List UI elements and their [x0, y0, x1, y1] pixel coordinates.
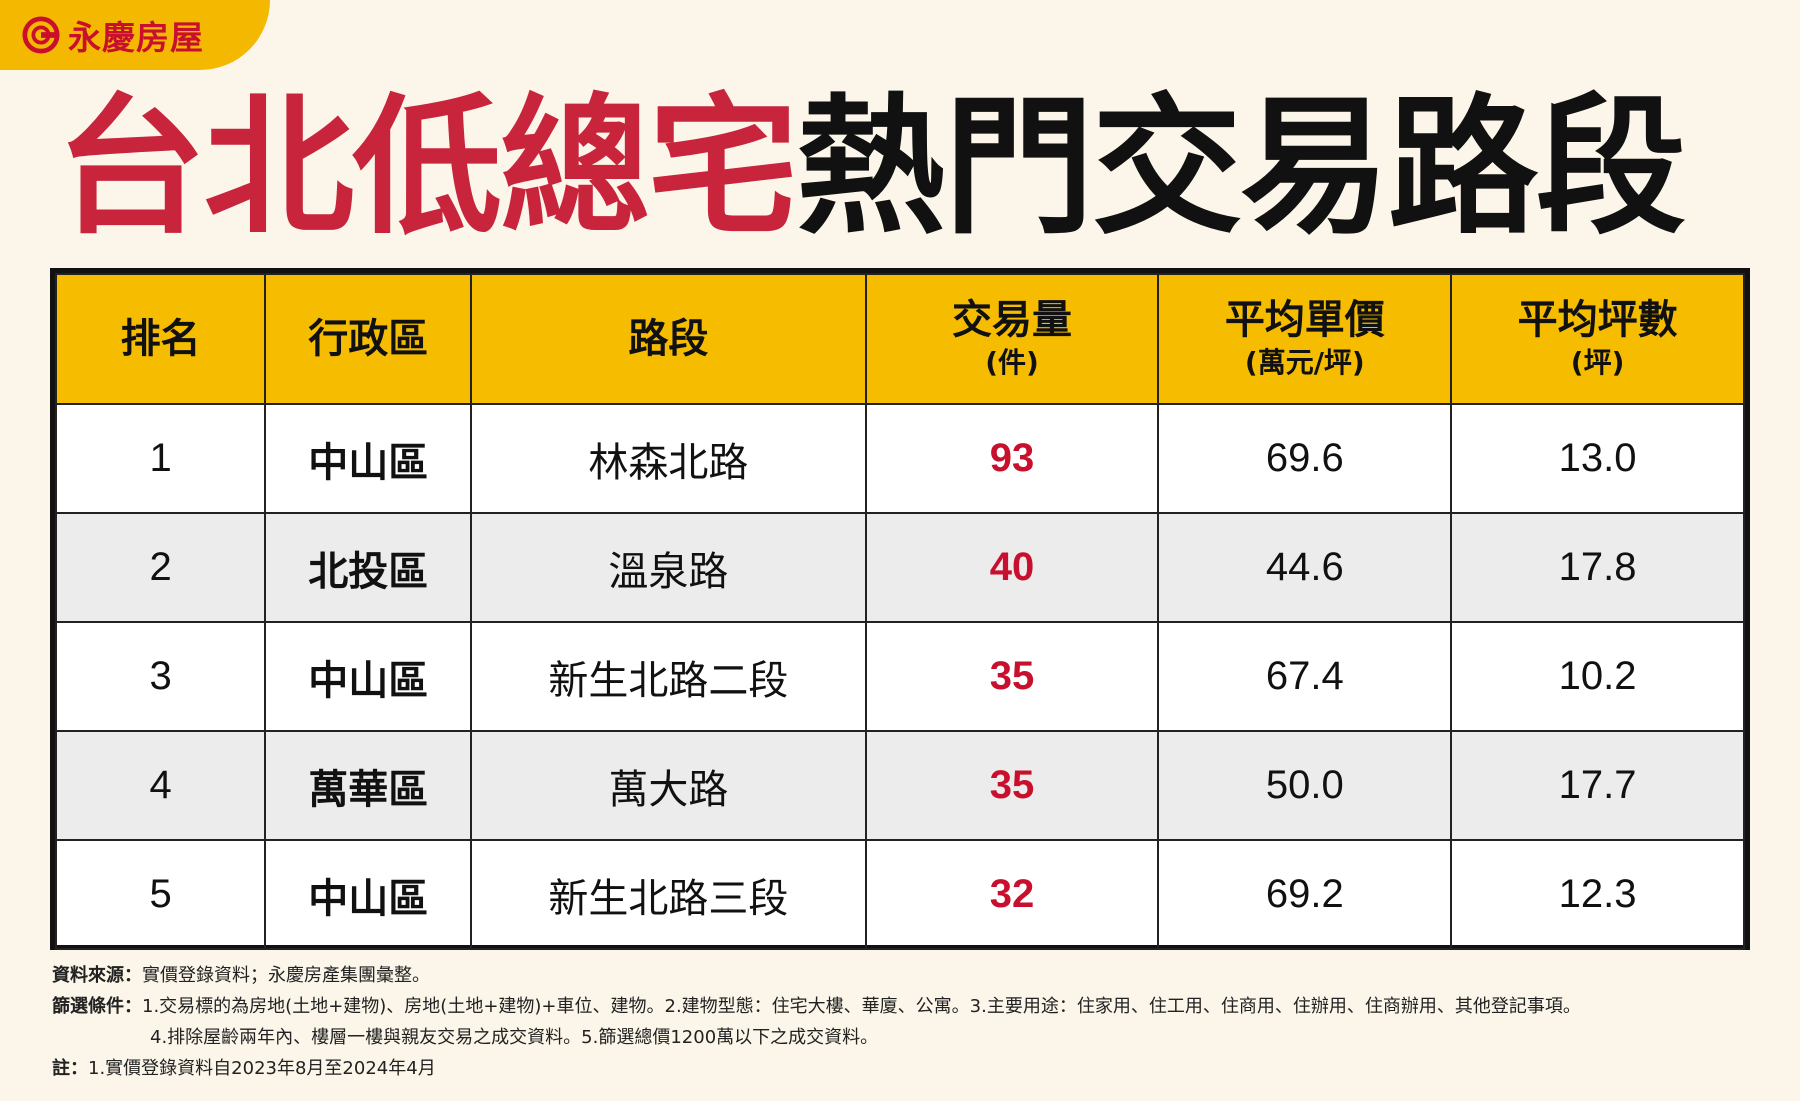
brand-tab: 永慶房屋 [0, 0, 270, 70]
table-header-row: 排名 行政區 路段 交易量 (件) 平均單價 (萬元/坪) 平均坪數 (坪) [54, 273, 1745, 405]
table-row: 3 中山區 新生北路二段 35 67.4 10.2 [54, 621, 1745, 732]
road-cell: 溫泉路 [470, 512, 867, 623]
road-cell: 萬大路 [470, 730, 867, 841]
footnotes: 資料來源：實價登錄資料；永慶房產集團彙整。 篩選條件：1.交易標的為房地(土地+… [52, 960, 1752, 1084]
ranking-table: 排名 行政區 路段 交易量 (件) 平均單價 (萬元/坪) 平均坪數 (坪) 1 中山… [50, 268, 1750, 950]
source-note: 資料來源：實價登錄資料；永慶房產集團彙整。 [52, 960, 1752, 991]
volume-cell: 35 [864, 621, 1160, 732]
road-cell: 新生北路二段 [470, 621, 867, 732]
data-table: 排名 行政區 路段 交易量 (件) 平均單價 (萬元/坪) 平均坪數 (坪) 1 中山… [54, 273, 1745, 950]
rank-cell: 5 [54, 839, 267, 950]
header-rank: 排名 [54, 273, 267, 405]
district-cell: 中山區 [264, 839, 473, 950]
unit-price-cell: 69.6 [1157, 403, 1453, 514]
header-unit-price: 平均單價 (萬元/坪) [1157, 273, 1453, 405]
unit-price-cell: 44.6 [1157, 512, 1453, 623]
volume-cell: 40 [864, 512, 1160, 623]
yungching-logo-icon [22, 16, 60, 54]
remark-text: 1.實價登錄資料自2023年8月至2024年4月 [88, 1058, 436, 1079]
table-row: 4 萬華區 萬大路 35 50.0 17.7 [54, 730, 1745, 841]
table-row: 5 中山區 新生北路三段 32 69.2 12.3 [54, 839, 1745, 950]
filter-note: 篩選條件：1.交易標的為房地(土地+建物)、房地(土地+建物)+車位、建物。2.… [52, 991, 1752, 1022]
header-road: 路段 [470, 273, 867, 405]
district-cell: 中山區 [264, 621, 473, 732]
filter-text-line1: 1.交易標的為房地(土地+建物)、房地(土地+建物)+車位、建物。2.建物型態：… [142, 996, 1581, 1017]
header-volume: 交易量 (件) [864, 273, 1160, 405]
title-main: 熱門交易路段 [796, 81, 1686, 255]
rank-cell: 1 [54, 403, 267, 514]
header-district: 行政區 [264, 273, 473, 405]
area-cell: 13.0 [1450, 403, 1745, 514]
filter-text-line2: 4.排除屋齡兩年內、樓層一樓與親友交易之成交資料。5.篩選總價1200萬以下之成… [150, 1027, 879, 1048]
remark-label: 註： [52, 1058, 88, 1079]
road-cell: 新生北路三段 [470, 839, 867, 950]
road-cell: 林森北路 [470, 403, 867, 514]
table-row: 1 中山區 林森北路 93 69.6 13.0 [54, 403, 1745, 514]
volume-cell: 32 [864, 839, 1160, 950]
header-area: 平均坪數 (坪) [1450, 273, 1745, 405]
volume-cell: 35 [864, 730, 1160, 841]
area-cell: 17.8 [1450, 512, 1745, 623]
rank-cell: 3 [54, 621, 267, 732]
district-cell: 萬華區 [264, 730, 473, 841]
area-cell: 17.7 [1450, 730, 1745, 841]
table-row: 2 北投區 溫泉路 40 44.6 17.8 [54, 512, 1745, 623]
filter-note-continued: 4.排除屋齡兩年內、樓層一樓與親友交易之成交資料。5.篩選總價1200萬以下之成… [52, 1022, 1752, 1053]
rank-cell: 4 [54, 730, 267, 841]
unit-price-cell: 67.4 [1157, 621, 1453, 732]
title-highlight: 台北低總宅 [56, 81, 798, 255]
unit-price-cell: 69.2 [1157, 839, 1453, 950]
district-cell: 中山區 [264, 403, 473, 514]
source-text: 實價登錄資料；永慶房產集團彙整。 [142, 965, 430, 986]
brand-name: 永慶房屋 [68, 18, 204, 57]
rank-cell: 2 [54, 512, 267, 623]
remark-note: 註：1.實價登錄資料自2023年8月至2024年4月 [52, 1053, 1752, 1084]
filter-label: 篩選條件： [52, 996, 142, 1017]
area-cell: 10.2 [1450, 621, 1745, 732]
source-label: 資料來源： [52, 965, 142, 986]
unit-price-cell: 50.0 [1157, 730, 1453, 841]
district-cell: 北投區 [264, 512, 473, 623]
page-title: 台北低總宅 熱門交易路段 [56, 78, 1686, 258]
volume-cell: 93 [864, 403, 1160, 514]
area-cell: 12.3 [1450, 839, 1745, 950]
